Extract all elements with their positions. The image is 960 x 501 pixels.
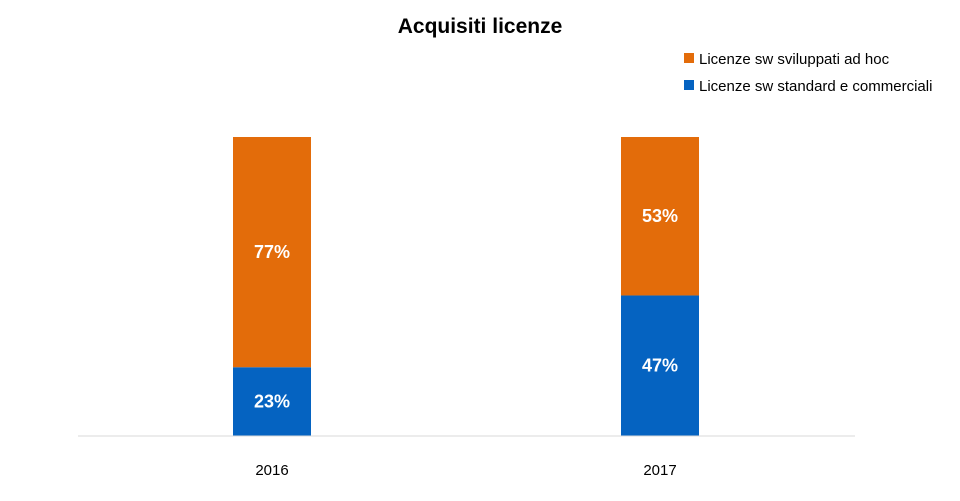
bar-2016-ad-hoc	[233, 137, 311, 368]
data-label-2017-standard: 47%	[642, 356, 678, 376]
data-label-2017-ad-hoc: 53%	[642, 206, 678, 226]
chart-title: Acquisiti licenze	[398, 15, 563, 38]
bar-2017-ad-hoc	[621, 137, 699, 296]
legend-label-standard: Licenze sw standard e commerciali	[699, 78, 932, 95]
x-tick-label-2016: 2016	[255, 462, 288, 479]
legend-swatch-ad-hoc	[684, 53, 694, 63]
bar-2017-standard	[621, 295, 699, 436]
x-tick-label-2017: 2017	[643, 462, 676, 479]
legend: Licenze sw sviluppati ad hoc Licenze sw …	[684, 51, 932, 95]
data-label-2016-standard: 23%	[254, 392, 290, 412]
bar-2016-standard	[233, 367, 311, 436]
legend-swatch-standard	[684, 80, 694, 90]
data-label-2016-ad-hoc: 77%	[254, 242, 290, 262]
plot-area: 23% 77% 2016 47% 53% 2017	[233, 137, 699, 479]
legend-label-ad-hoc: Licenze sw sviluppati ad hoc	[699, 51, 890, 68]
